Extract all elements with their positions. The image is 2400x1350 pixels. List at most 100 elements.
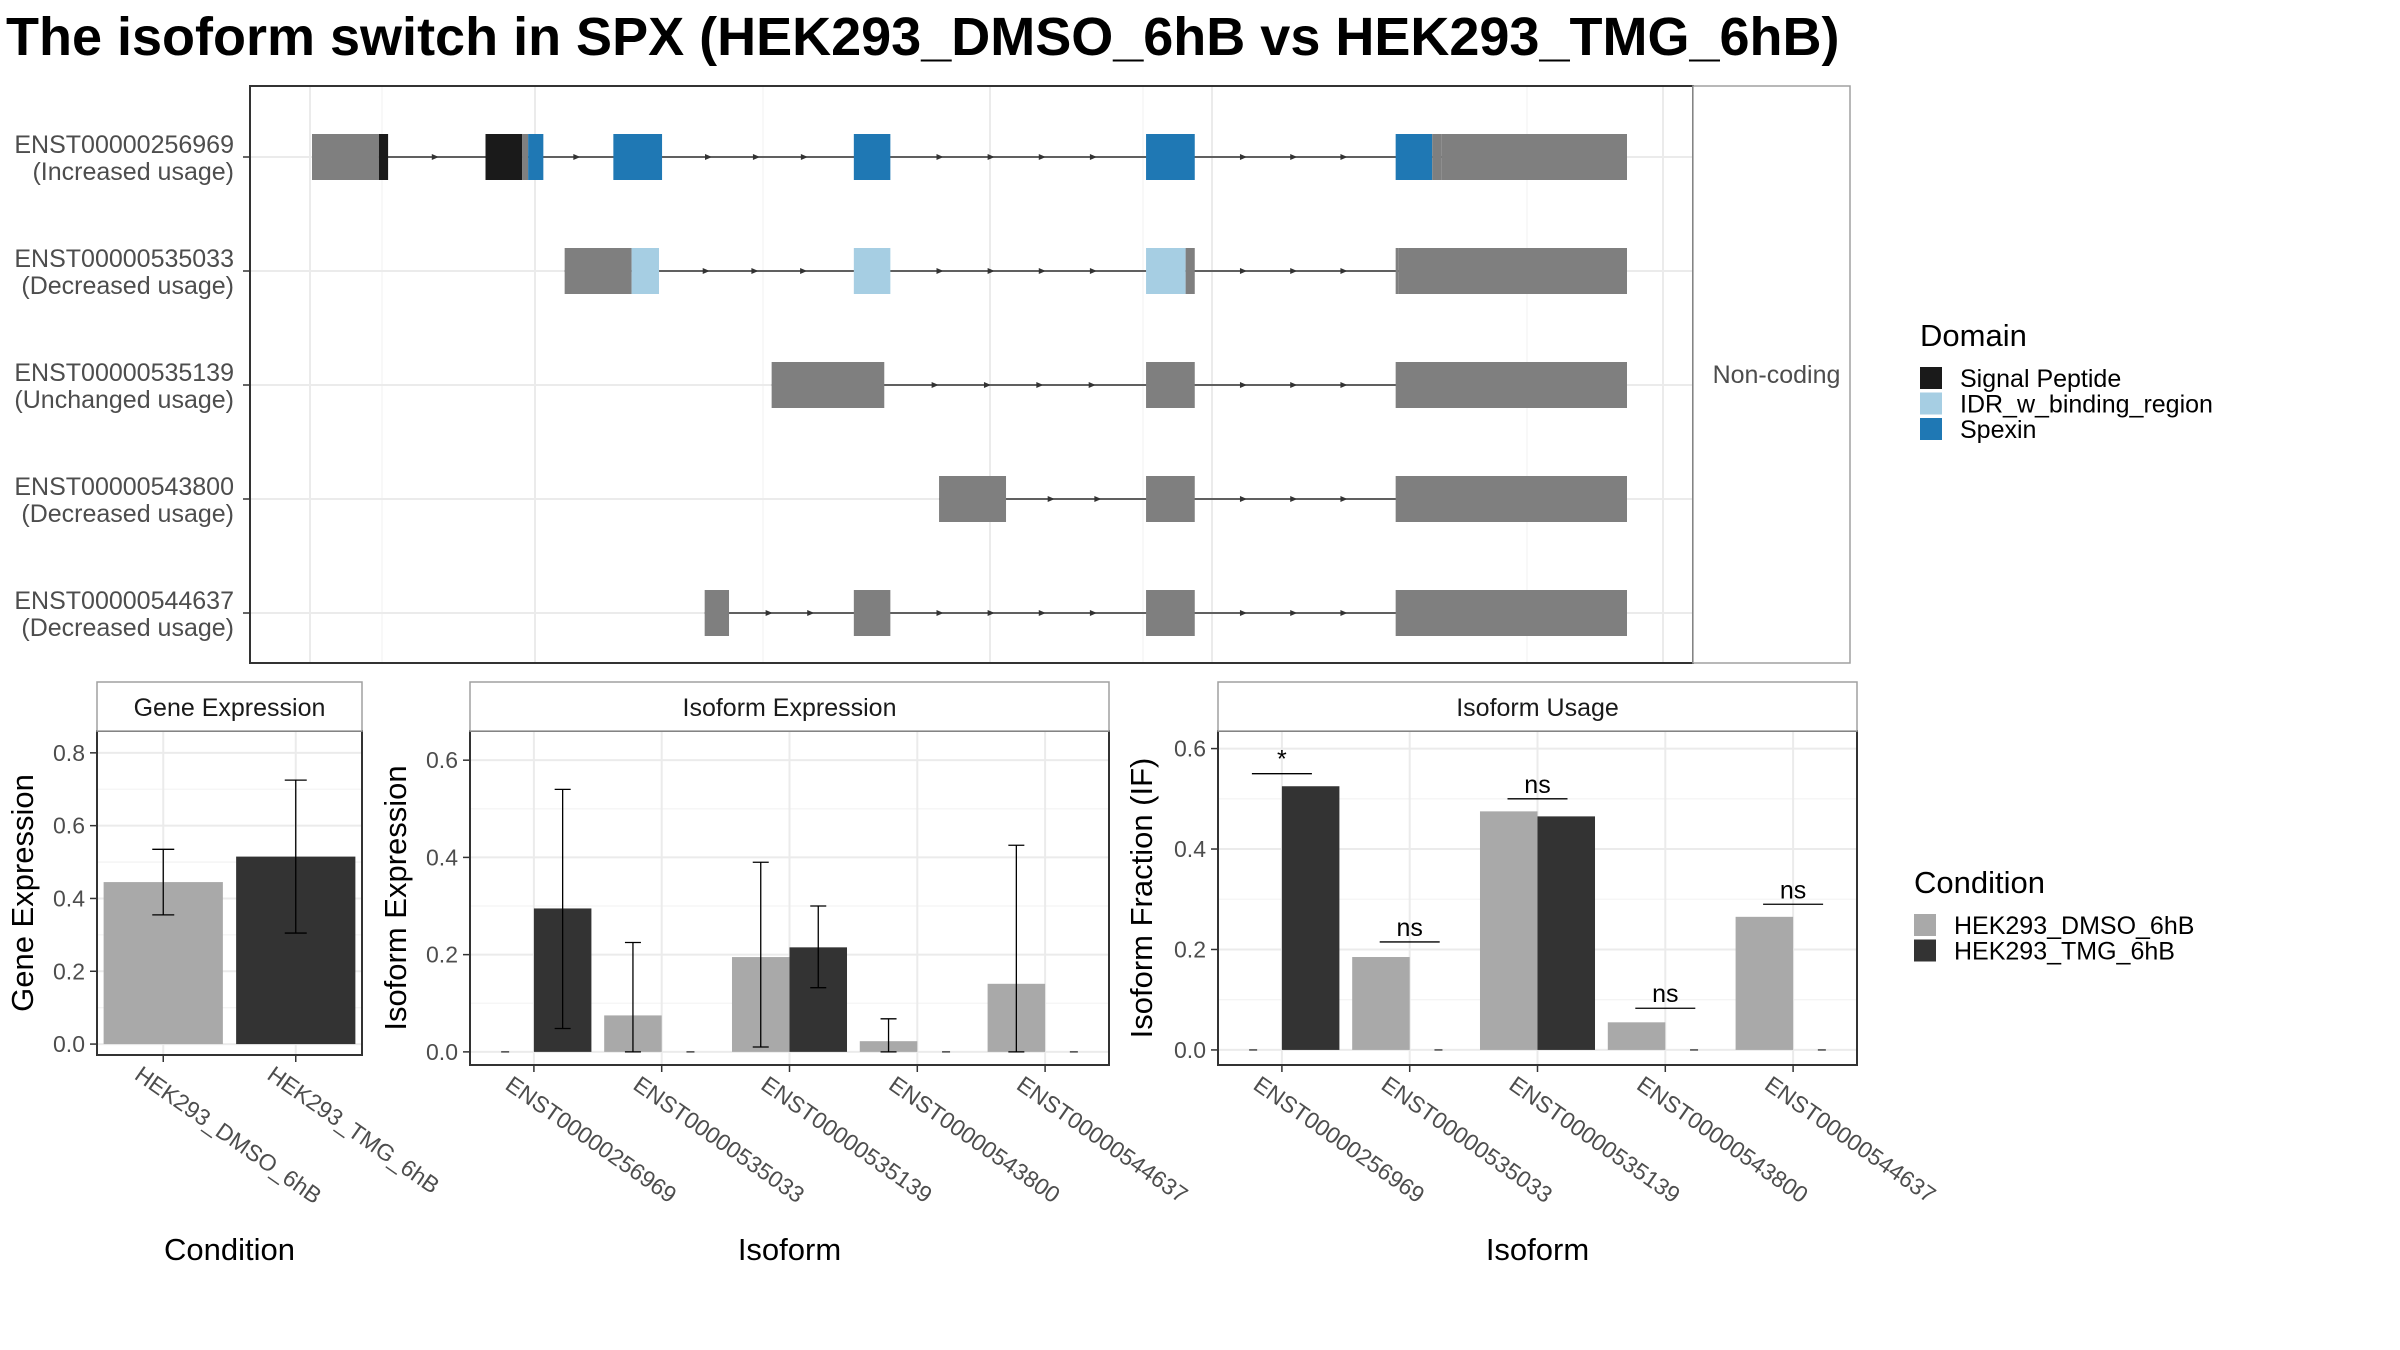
direction-arrow [431,154,439,160]
exon-exon [1146,590,1195,636]
bar [1352,957,1410,1050]
direction-arrow [987,154,995,160]
direction-arrow [1290,268,1298,274]
transcript-usage-label: (Decreased usage) [21,272,234,300]
exon-exon [1395,590,1627,636]
direction-arrow [936,154,944,160]
direction-arrow [931,382,939,388]
direction-arrow [751,268,759,274]
exon-exon [939,476,1007,522]
direction-arrow [1089,154,1097,160]
y-axis-title: Isoform Expression [378,765,413,1030]
direction-arrow [1038,610,1046,616]
panel-title: Gene Expression [134,694,326,722]
exon-spexin [853,134,891,180]
direction-arrow [1290,610,1298,616]
transcript-id-label: ENST00000544637 [14,587,234,615]
facet-label: Non-coding [1713,361,1841,389]
legend-label: HEK293_TMG_6hB [1954,938,2175,966]
direction-arrow [983,382,991,388]
direction-arrow [573,154,581,160]
exon-exon [522,134,529,180]
bar [1537,816,1596,1050]
direction-arrow [1239,268,1247,274]
significance-label: ns [1524,771,1550,799]
direction-arrow [1340,610,1348,616]
legend-key [1914,914,1936,936]
direction-arrow [765,610,773,616]
y-tick-label: 0.0 [1174,1037,1206,1063]
legend-label: HEK293_DMSO_6hB [1954,912,2194,940]
facet-strip [1692,85,1851,664]
panel-strip [96,681,363,732]
direction-arrow [1047,496,1055,502]
bar [1281,786,1340,1050]
y-tick-label: 0.2 [1174,936,1206,962]
significance-label: ns [1652,980,1678,1008]
x-axis-title: Isoform [738,1232,841,1267]
x-axis-title: Isoform [1486,1232,1589,1267]
panel-strip [1217,681,1858,732]
exon-exon [1395,362,1627,408]
direction-arrow [1038,154,1046,160]
direction-arrow [1036,382,1044,388]
legend-key [1920,392,1942,415]
direction-arrow [1290,154,1298,160]
direction-arrow [800,154,808,160]
y-axis-title: Gene Expression [5,774,40,1012]
isoform-expression-panel: 0.00.20.40.6ENST00000256969ENST000005350… [378,681,1193,1267]
page-title: The isoform switch in SPX (HEK293_DMSO_6… [6,7,1840,67]
direction-arrow [1239,382,1247,388]
exon-exon [1395,248,1399,294]
direction-arrow [1089,268,1097,274]
direction-arrow [1239,496,1247,502]
exon-exon [853,590,891,636]
bar [1735,916,1794,1050]
direction-arrow [807,610,815,616]
bar [1479,811,1538,1050]
exon-signal_peptide [485,134,523,180]
direction-arrow [1239,154,1247,160]
y-tick-label: 0.6 [1174,736,1206,762]
legend-key [1920,367,1942,389]
transcript-usage-label: (Unchanged usage) [14,386,234,414]
direction-arrow [752,154,760,160]
y-tick-label: 0.2 [53,958,85,984]
exon-spexin [528,134,544,180]
direction-arrow [936,610,944,616]
y-axis-title: Isoform Fraction (IF) [1124,758,1159,1039]
panel-title: Isoform Expression [683,694,897,722]
bar [1607,1022,1666,1050]
exon-exon [1146,362,1195,408]
y-tick-label: 0.8 [53,740,85,766]
exon-signal_peptide [378,134,389,180]
exon-exon [312,134,379,180]
transcript-id-label: ENST00000256969 [14,131,234,159]
legend-title: Domain [1920,318,2027,353]
legend-key [1920,418,1942,440]
y-tick-label: 0.4 [426,844,458,870]
significance-label: * [1277,746,1287,774]
transcript-usage-label: (Decreased usage) [21,614,234,642]
direction-arrow [987,610,995,616]
x-axis-title: Condition [164,1232,295,1267]
legend-label: Signal Peptide [1960,365,2121,393]
panel-title: Isoform Usage [1456,694,1619,722]
exon-exon [564,248,632,294]
exon-spexin [1395,134,1433,180]
transcript-structure-panel: ENST00000256969(Increased usage) ENST0000… [14,85,1851,664]
transcript-usage-label: (Decreased usage) [21,500,234,528]
y-tick-label: 0.4 [1174,836,1206,862]
direction-arrow [1340,382,1348,388]
direction-arrow [800,268,808,274]
direction-arrow [1290,382,1298,388]
transcript-usage-label: (Increased usage) [32,158,234,186]
legend-title: Condition [1914,865,2045,900]
direction-arrow [702,268,710,274]
panel-strip [469,681,1110,732]
transcript-id-label: ENST00000543800 [14,473,234,501]
direction-arrow [705,154,713,160]
exon-exon [704,590,730,636]
